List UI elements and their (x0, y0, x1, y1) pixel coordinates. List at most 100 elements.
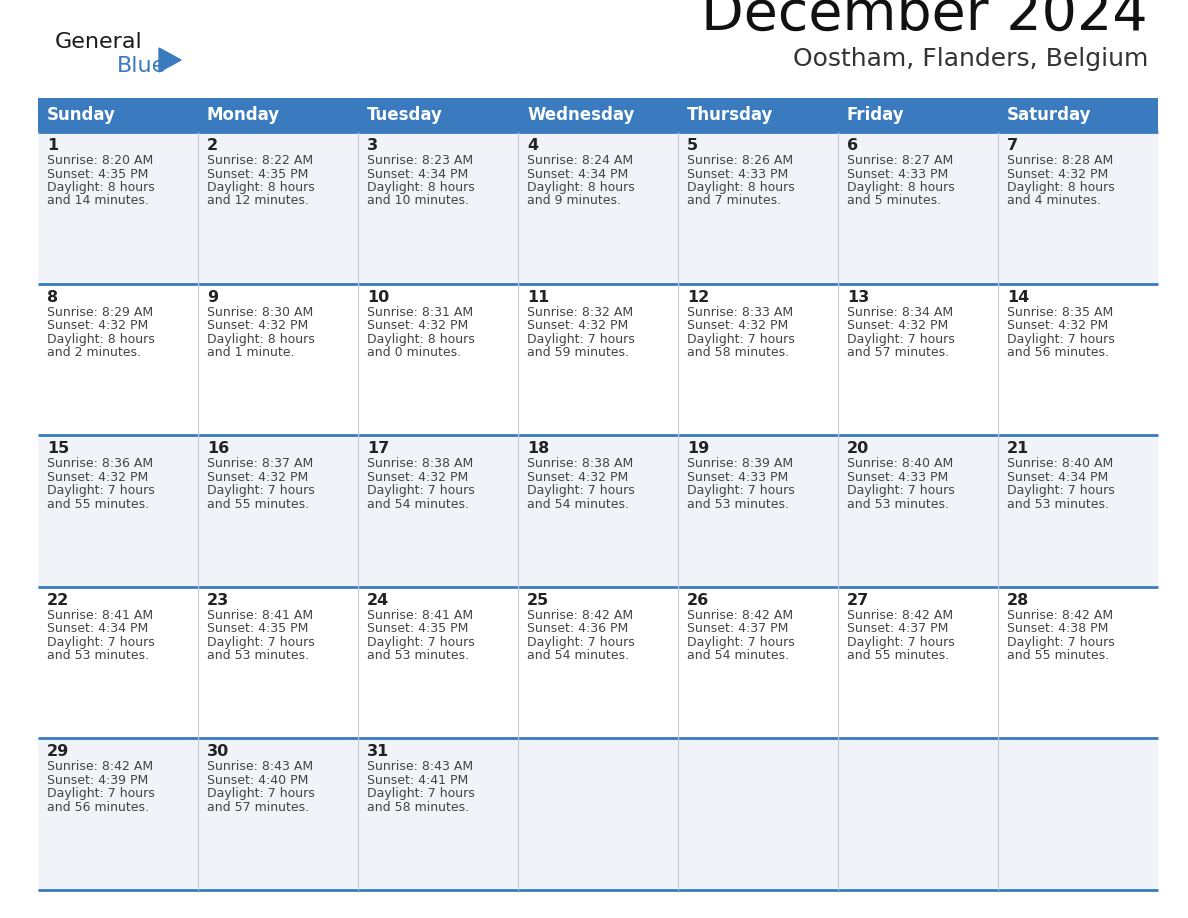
Text: 17: 17 (367, 442, 390, 456)
Text: Sunrise: 8:27 AM: Sunrise: 8:27 AM (847, 154, 953, 167)
Text: Sunset: 4:32 PM: Sunset: 4:32 PM (527, 471, 628, 484)
Text: and 57 minutes.: and 57 minutes. (207, 800, 309, 814)
Text: 24: 24 (367, 593, 390, 608)
Text: and 53 minutes.: and 53 minutes. (48, 649, 148, 662)
Text: 23: 23 (207, 593, 229, 608)
Text: and 10 minutes.: and 10 minutes. (367, 195, 469, 207)
Text: and 53 minutes.: and 53 minutes. (687, 498, 789, 510)
Text: Sunset: 4:32 PM: Sunset: 4:32 PM (367, 471, 468, 484)
Text: Daylight: 7 hours: Daylight: 7 hours (207, 484, 315, 498)
Text: Sunset: 4:34 PM: Sunset: 4:34 PM (48, 622, 148, 635)
Text: and 7 minutes.: and 7 minutes. (687, 195, 782, 207)
Text: 8: 8 (48, 289, 58, 305)
Text: Sunset: 4:40 PM: Sunset: 4:40 PM (207, 774, 309, 787)
Text: Daylight: 7 hours: Daylight: 7 hours (847, 484, 955, 498)
Text: 6: 6 (847, 138, 858, 153)
Text: Sunrise: 8:41 AM: Sunrise: 8:41 AM (48, 609, 153, 621)
Text: and 53 minutes.: and 53 minutes. (207, 649, 309, 662)
Text: Sunrise: 8:35 AM: Sunrise: 8:35 AM (1007, 306, 1113, 319)
Text: Sunrise: 8:34 AM: Sunrise: 8:34 AM (847, 306, 953, 319)
Text: and 58 minutes.: and 58 minutes. (687, 346, 789, 359)
Text: Sunset: 4:33 PM: Sunset: 4:33 PM (847, 471, 948, 484)
Text: 20: 20 (847, 442, 870, 456)
Text: Sunset: 4:33 PM: Sunset: 4:33 PM (847, 167, 948, 181)
Text: and 54 minutes.: and 54 minutes. (687, 649, 789, 662)
Text: Daylight: 7 hours: Daylight: 7 hours (527, 636, 634, 649)
Bar (38, 98, 1158, 132)
Text: Sunset: 4:39 PM: Sunset: 4:39 PM (48, 774, 148, 787)
Text: Daylight: 7 hours: Daylight: 7 hours (367, 636, 475, 649)
Text: Friday: Friday (847, 106, 904, 124)
Text: Sunset: 4:35 PM: Sunset: 4:35 PM (48, 167, 148, 181)
Text: Daylight: 7 hours: Daylight: 7 hours (48, 788, 154, 800)
Text: Daylight: 8 hours: Daylight: 8 hours (1007, 181, 1114, 194)
Text: Daylight: 7 hours: Daylight: 7 hours (367, 484, 475, 498)
Text: 7: 7 (1007, 138, 1018, 153)
Text: Sunrise: 8:38 AM: Sunrise: 8:38 AM (527, 457, 633, 470)
Text: Daylight: 7 hours: Daylight: 7 hours (847, 636, 955, 649)
Text: Sunrise: 8:36 AM: Sunrise: 8:36 AM (48, 457, 153, 470)
Text: 4: 4 (527, 138, 538, 153)
Text: and 54 minutes.: and 54 minutes. (527, 498, 628, 510)
Bar (38, 435, 1158, 587)
Text: Daylight: 7 hours: Daylight: 7 hours (527, 332, 634, 345)
Text: and 54 minutes.: and 54 minutes. (367, 498, 469, 510)
Text: Tuesday: Tuesday (367, 106, 443, 124)
Text: and 56 minutes.: and 56 minutes. (1007, 346, 1110, 359)
Text: 31: 31 (367, 744, 390, 759)
Text: Sunrise: 8:24 AM: Sunrise: 8:24 AM (527, 154, 633, 167)
Text: Oostham, Flanders, Belgium: Oostham, Flanders, Belgium (792, 47, 1148, 71)
Text: Sunset: 4:35 PM: Sunset: 4:35 PM (367, 622, 468, 635)
Text: Sunset: 4:32 PM: Sunset: 4:32 PM (847, 319, 948, 332)
Text: 21: 21 (1007, 442, 1029, 456)
Text: and 59 minutes.: and 59 minutes. (527, 346, 628, 359)
Text: 3: 3 (367, 138, 378, 153)
Text: 13: 13 (847, 289, 870, 305)
Text: Sunset: 4:32 PM: Sunset: 4:32 PM (367, 319, 468, 332)
Text: and 1 minute.: and 1 minute. (207, 346, 295, 359)
Text: Daylight: 7 hours: Daylight: 7 hours (1007, 332, 1114, 345)
Text: Sunrise: 8:42 AM: Sunrise: 8:42 AM (1007, 609, 1113, 621)
Text: Sunrise: 8:41 AM: Sunrise: 8:41 AM (367, 609, 473, 621)
Text: Sunset: 4:34 PM: Sunset: 4:34 PM (367, 167, 468, 181)
Text: Sunset: 4:32 PM: Sunset: 4:32 PM (1007, 167, 1108, 181)
Text: Daylight: 8 hours: Daylight: 8 hours (48, 332, 154, 345)
Text: Sunrise: 8:31 AM: Sunrise: 8:31 AM (367, 306, 473, 319)
Text: Daylight: 8 hours: Daylight: 8 hours (367, 332, 475, 345)
Bar (38, 587, 1158, 738)
Text: December 2024: December 2024 (701, 0, 1148, 42)
Text: and 55 minutes.: and 55 minutes. (847, 649, 949, 662)
Polygon shape (159, 48, 181, 72)
Text: 1: 1 (48, 138, 58, 153)
Text: Daylight: 7 hours: Daylight: 7 hours (527, 484, 634, 498)
Text: Daylight: 7 hours: Daylight: 7 hours (207, 636, 315, 649)
Text: Sunset: 4:35 PM: Sunset: 4:35 PM (207, 167, 309, 181)
Text: Sunset: 4:32 PM: Sunset: 4:32 PM (687, 319, 789, 332)
Text: 2: 2 (207, 138, 219, 153)
Text: 14: 14 (1007, 289, 1029, 305)
Text: 25: 25 (527, 593, 549, 608)
Text: Sunrise: 8:42 AM: Sunrise: 8:42 AM (847, 609, 953, 621)
Text: Sunrise: 8:43 AM: Sunrise: 8:43 AM (207, 760, 314, 773)
Text: 5: 5 (687, 138, 699, 153)
Text: Sunrise: 8:29 AM: Sunrise: 8:29 AM (48, 306, 153, 319)
Text: 26: 26 (687, 593, 709, 608)
Text: Sunrise: 8:32 AM: Sunrise: 8:32 AM (527, 306, 633, 319)
Text: Thursday: Thursday (687, 106, 773, 124)
Text: and 53 minutes.: and 53 minutes. (1007, 498, 1110, 510)
Text: Daylight: 7 hours: Daylight: 7 hours (367, 788, 475, 800)
Text: 10: 10 (367, 289, 390, 305)
Bar (38, 132, 1158, 284)
Text: 11: 11 (527, 289, 549, 305)
Text: and 56 minutes.: and 56 minutes. (48, 800, 148, 814)
Text: Daylight: 7 hours: Daylight: 7 hours (687, 636, 795, 649)
Text: Sunrise: 8:26 AM: Sunrise: 8:26 AM (687, 154, 794, 167)
Text: 19: 19 (687, 442, 709, 456)
Text: Daylight: 7 hours: Daylight: 7 hours (48, 484, 154, 498)
Text: Daylight: 7 hours: Daylight: 7 hours (1007, 636, 1114, 649)
Text: Sunrise: 8:41 AM: Sunrise: 8:41 AM (207, 609, 314, 621)
Text: Sunrise: 8:33 AM: Sunrise: 8:33 AM (687, 306, 794, 319)
Text: 28: 28 (1007, 593, 1029, 608)
Text: Sunrise: 8:42 AM: Sunrise: 8:42 AM (48, 760, 153, 773)
Text: Sunrise: 8:38 AM: Sunrise: 8:38 AM (367, 457, 473, 470)
